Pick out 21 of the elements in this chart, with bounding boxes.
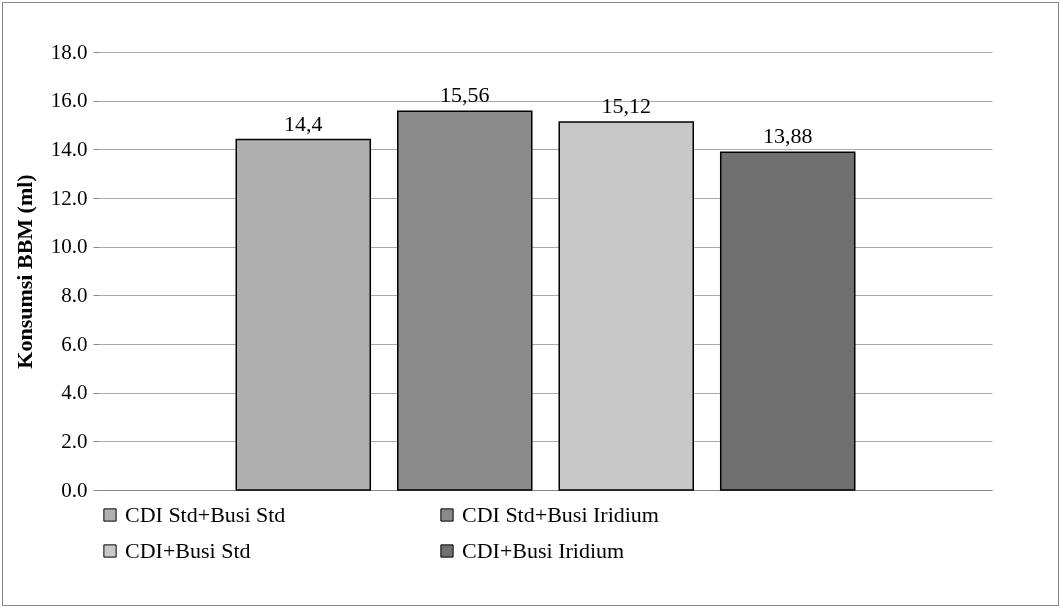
data-label: 13,88 bbox=[762, 123, 813, 149]
bar bbox=[719, 151, 856, 491]
y-tick-label: 14.0 bbox=[50, 136, 88, 161]
y-tick-label: 8.0 bbox=[61, 282, 88, 307]
y-axis-title: Konsumsi BBM (ml) bbox=[11, 174, 37, 369]
bar bbox=[558, 121, 695, 491]
y-tick-label: 4.0 bbox=[61, 380, 88, 405]
y-tick-label: 12.0 bbox=[50, 185, 88, 210]
y-tick-label: 6.0 bbox=[61, 331, 88, 356]
y-tick-label: 16.0 bbox=[50, 88, 88, 113]
legend-label: CDI+Busi Iridium bbox=[462, 538, 625, 563]
data-label: 15,12 bbox=[601, 93, 651, 119]
y-tick-label: 10.0 bbox=[50, 234, 88, 259]
data-label: 14,4 bbox=[284, 110, 323, 136]
y-tick-label: 2.0 bbox=[61, 428, 88, 453]
legend-label: CDI Std+Busi Std bbox=[125, 502, 286, 527]
y-tick-label: 0.0 bbox=[61, 477, 88, 502]
y-tick-label: 18.0 bbox=[50, 39, 88, 64]
legend-label: CDI Std+Busi Iridium bbox=[462, 502, 659, 527]
legend-label: CDI+Busi Std bbox=[125, 538, 251, 563]
data-label: 15,56 bbox=[440, 82, 490, 108]
